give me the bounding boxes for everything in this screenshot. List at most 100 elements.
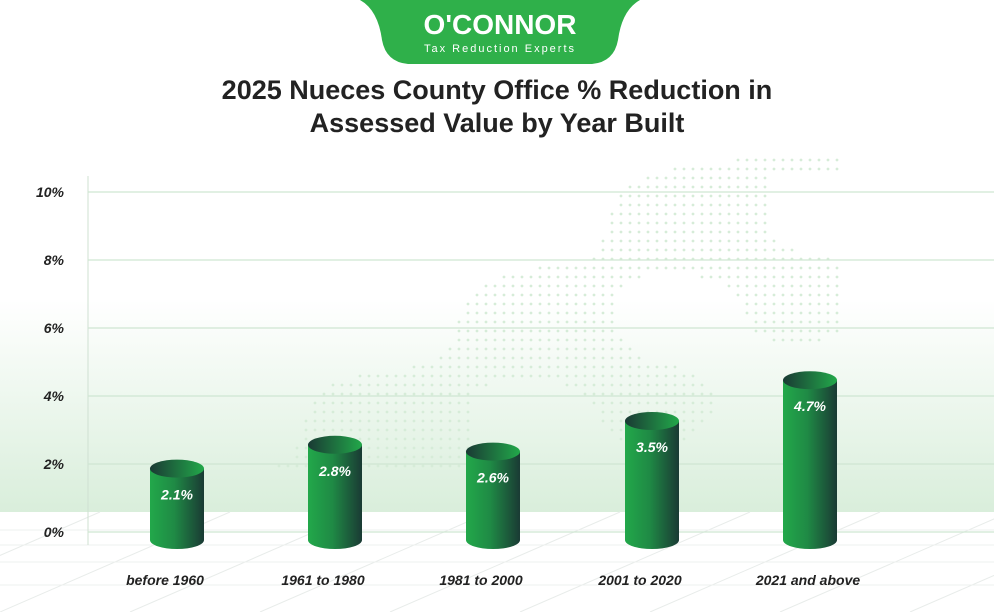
map-dot xyxy=(439,437,443,441)
map-dot xyxy=(772,338,776,342)
map-dot xyxy=(538,293,542,297)
map-dot xyxy=(349,392,353,396)
map-dot xyxy=(430,428,434,432)
map-dot xyxy=(781,338,785,342)
map-dot xyxy=(529,356,533,360)
map-dot xyxy=(385,437,389,441)
map-dot xyxy=(457,383,461,387)
map-dot xyxy=(529,365,533,369)
map-dot xyxy=(592,338,596,342)
map-dot xyxy=(727,284,731,288)
map-dot xyxy=(367,428,371,432)
map-dot xyxy=(493,347,497,351)
map-dot xyxy=(340,392,344,396)
map-dot xyxy=(799,275,803,279)
map-dot xyxy=(511,320,515,324)
map-dot xyxy=(385,419,389,423)
map-dot xyxy=(574,311,578,315)
map-dot xyxy=(331,410,335,414)
map-dot xyxy=(565,311,569,315)
map-dot xyxy=(520,284,524,288)
map-dot xyxy=(394,410,398,414)
map-dot xyxy=(754,167,758,171)
map-dot xyxy=(799,284,803,288)
map-dot xyxy=(583,347,587,351)
map-dot xyxy=(376,401,380,405)
map-dot xyxy=(799,311,803,315)
map-dot xyxy=(403,419,407,423)
map-dot xyxy=(619,284,623,288)
map-dot xyxy=(511,329,515,333)
map-dot xyxy=(529,302,533,306)
map-dot xyxy=(718,230,722,234)
map-dot xyxy=(664,239,668,243)
map-dot xyxy=(565,293,569,297)
map-dot xyxy=(412,455,416,459)
map-dot xyxy=(736,203,740,207)
map-dot xyxy=(646,401,650,405)
map-dot xyxy=(592,365,596,369)
map-dot xyxy=(700,392,704,396)
map-dot xyxy=(538,356,542,360)
map-dot xyxy=(673,266,677,270)
map-dot xyxy=(754,230,758,234)
map-dot xyxy=(421,374,425,378)
map-dot xyxy=(700,275,704,279)
map-dot xyxy=(466,356,470,360)
map-dot xyxy=(646,392,650,396)
map-dot xyxy=(826,158,830,162)
map-dot xyxy=(547,374,551,378)
y-tick-label: 2% xyxy=(43,456,65,472)
map-dot xyxy=(727,275,731,279)
map-dot xyxy=(484,374,488,378)
map-dot xyxy=(610,230,614,234)
map-dot xyxy=(610,401,614,405)
map-dot xyxy=(547,302,551,306)
y-tick-label: 10% xyxy=(36,184,65,200)
map-dot xyxy=(664,365,668,369)
map-dot xyxy=(421,437,425,441)
map-dot xyxy=(466,302,470,306)
map-dot xyxy=(394,455,398,459)
map-dot xyxy=(421,464,425,468)
map-dot xyxy=(403,410,407,414)
title-line-2: Assessed Value by Year Built xyxy=(309,108,685,138)
map-dot xyxy=(475,338,479,342)
map-dot xyxy=(691,203,695,207)
map-dot xyxy=(430,446,434,450)
map-dot xyxy=(718,266,722,270)
map-dot xyxy=(763,230,767,234)
map-dot xyxy=(610,266,614,270)
map-dot xyxy=(583,320,587,324)
map-dot xyxy=(655,374,659,378)
map-dot xyxy=(601,320,605,324)
map-dot xyxy=(637,356,641,360)
map-dot xyxy=(610,239,614,243)
map-dot xyxy=(601,329,605,333)
map-dot xyxy=(700,167,704,171)
map-dot xyxy=(475,365,479,369)
map-dot xyxy=(511,284,515,288)
map-dot xyxy=(664,383,668,387)
map-dot xyxy=(574,374,578,378)
map-dot xyxy=(394,419,398,423)
map-dot xyxy=(727,239,731,243)
map-dot xyxy=(655,401,659,405)
map-dot xyxy=(619,374,623,378)
map-dot xyxy=(619,275,623,279)
map-dot xyxy=(439,419,443,423)
map-dot xyxy=(322,428,326,432)
map-dot xyxy=(646,266,650,270)
map-dot xyxy=(772,320,776,324)
map-dot xyxy=(673,203,677,207)
map-dot xyxy=(448,410,452,414)
map-dot xyxy=(592,356,596,360)
map-dot xyxy=(331,383,335,387)
map-dot xyxy=(682,221,686,225)
map-dot xyxy=(502,338,506,342)
map-dot xyxy=(520,320,524,324)
map-dot xyxy=(484,293,488,297)
map-dot xyxy=(394,437,398,441)
map-dot xyxy=(529,275,533,279)
map-dot xyxy=(493,356,497,360)
